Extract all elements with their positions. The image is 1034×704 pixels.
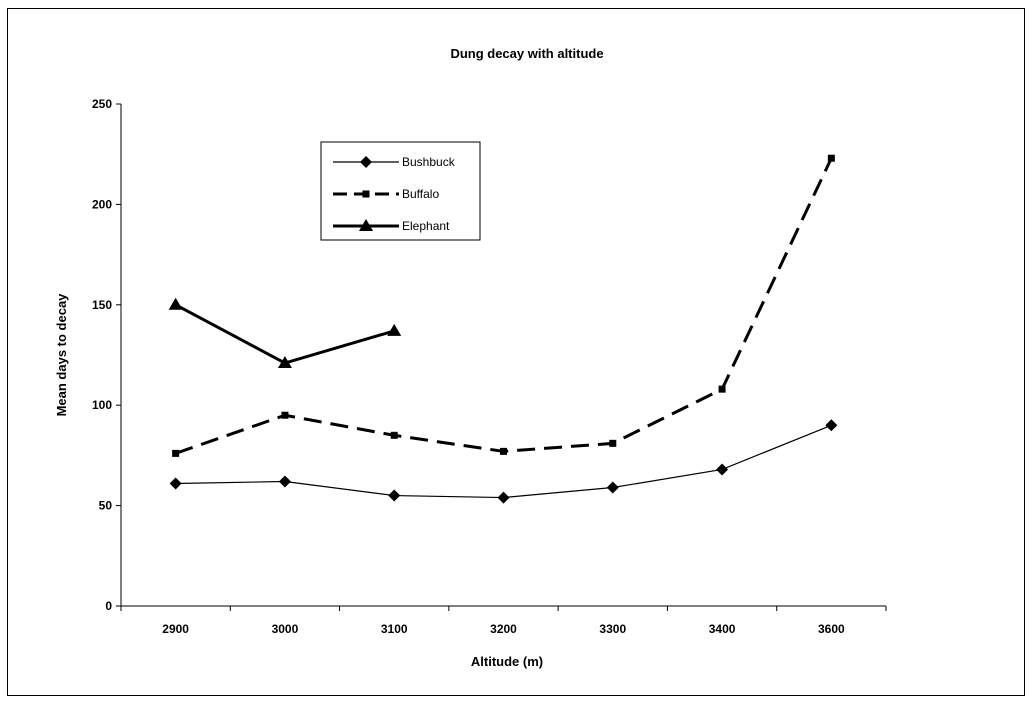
series-line-buffalo xyxy=(175,157,833,455)
series-layer xyxy=(168,154,838,504)
legend-label-buffalo: Buffalo xyxy=(402,187,439,201)
data-point-bushbuck xyxy=(497,491,510,504)
series-line-elephant xyxy=(174,303,395,365)
legend-entry-bushbuck: Bushbuck xyxy=(333,155,456,169)
legend-entry-elephant: Elephant xyxy=(333,219,450,233)
x-tick-label: 3200 xyxy=(490,622,517,636)
legend-marker-elephant xyxy=(359,219,373,231)
data-point-buffalo xyxy=(281,411,289,419)
y-tick-label: 0 xyxy=(105,599,112,613)
data-point-buffalo xyxy=(390,431,398,439)
x-tick-label: 3600 xyxy=(818,622,845,636)
legend-box xyxy=(320,141,481,241)
data-point-elephant xyxy=(168,297,183,310)
x-tick-label: 3400 xyxy=(709,622,736,636)
y-tick-label: 200 xyxy=(92,197,112,211)
legend-marker-buffalo xyxy=(362,190,370,198)
series-bushbuck xyxy=(169,419,838,504)
x-tick-label: 3100 xyxy=(381,622,408,636)
data-point-buffalo xyxy=(718,385,726,393)
x-tick-label: 3000 xyxy=(272,622,299,636)
data-point-bushbuck xyxy=(388,489,401,502)
data-point-buffalo xyxy=(500,447,507,455)
y-tick-label: 100 xyxy=(92,398,112,412)
y-axis: 0 50 100 150 200 250 xyxy=(92,97,122,613)
data-point-bushbuck xyxy=(825,419,838,432)
legend-marker-bushbuck xyxy=(360,156,372,168)
x-axis: 2900 3000 3100 3200 3300 3400 3600 xyxy=(120,605,887,636)
legend-label-bushbuck: Bushbuck xyxy=(402,155,456,169)
data-point-buffalo xyxy=(172,449,180,457)
data-point-elephant xyxy=(277,356,292,369)
data-point-elephant xyxy=(387,323,402,336)
data-point-buffalo xyxy=(609,439,617,447)
legend-entry-buffalo: Buffalo xyxy=(333,187,439,201)
data-point-bushbuck xyxy=(606,481,619,494)
data-point-bushbuck xyxy=(716,463,729,476)
series-elephant xyxy=(168,297,402,369)
y-tick-label: 50 xyxy=(99,499,113,513)
y-tick-label: 250 xyxy=(92,97,112,111)
legend-label-elephant: Elephant xyxy=(402,219,450,233)
series-buffalo xyxy=(172,154,835,457)
x-axis-label: Altitude (m) xyxy=(471,654,543,669)
data-point-buffalo xyxy=(827,154,835,162)
y-tick-label: 150 xyxy=(92,298,112,312)
x-tick-label: 2900 xyxy=(162,622,189,636)
chart-title: Dung decay with altitude xyxy=(450,46,603,61)
y-axis-label: Mean days to decay xyxy=(54,293,69,417)
series-line-bushbuck xyxy=(175,424,832,499)
data-point-bushbuck xyxy=(278,475,291,488)
x-tick-label: 3300 xyxy=(599,622,626,636)
legend: Bushbuck Buffalo Elephant xyxy=(320,141,481,241)
chart-frame xyxy=(7,8,1025,696)
data-point-bushbuck xyxy=(169,477,182,490)
